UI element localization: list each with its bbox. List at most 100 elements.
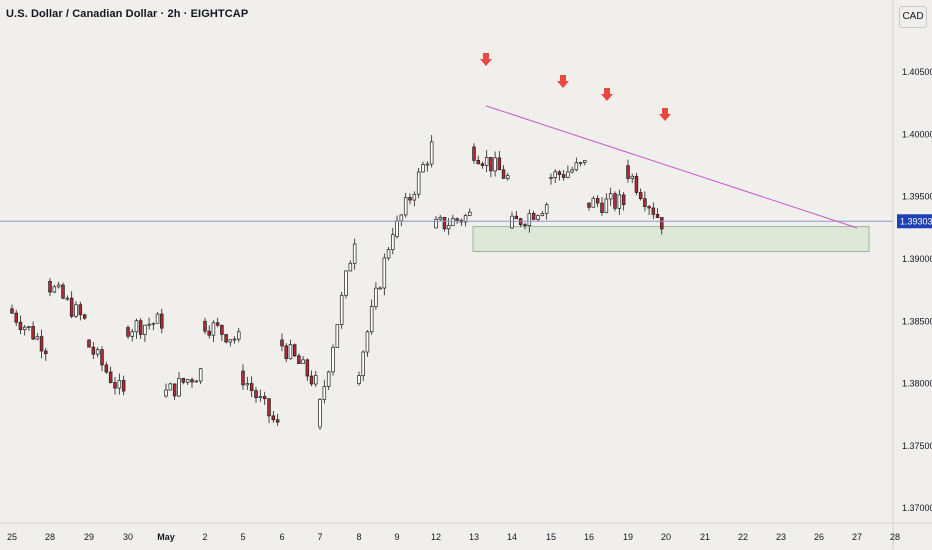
candle-up [117,380,122,389]
candle-up [318,399,322,428]
candle-down [647,206,651,209]
candle-down [660,217,664,230]
candle-up [438,217,442,220]
candle-up [357,375,361,384]
time-tick-label: 26 [814,532,824,542]
candle-down [267,398,271,417]
candle-up [134,320,139,333]
candle-down [472,146,476,161]
time-tick-label: 16 [584,532,594,542]
candle-down [600,202,604,213]
candle-down [309,375,314,385]
candle-up [604,198,609,213]
candle-up [258,396,263,399]
currency-button[interactable]: CAD [899,6,927,28]
candle-down [497,157,502,171]
candle-up [155,313,160,324]
candle-up [386,249,391,259]
candle-up [544,204,549,214]
candle-down [82,314,87,319]
candle-up [194,380,199,383]
candle-up [608,193,613,200]
candle-up [412,193,417,201]
candle-up [198,368,203,382]
price-tick-label: 1.37000 [902,503,932,513]
candle-up [391,234,395,250]
candle-down [249,383,254,391]
candle-up [536,215,540,220]
candle-down [203,320,207,332]
time-tick-label: 9 [394,532,399,542]
candle-up [361,351,365,376]
candle-down [634,175,639,193]
candle-up [378,287,382,290]
candle-down [480,163,485,166]
candle-down [172,383,177,397]
candle-up [339,294,344,325]
candle-down [531,213,536,220]
candle-down [108,371,113,383]
candle-down [126,327,130,337]
candle-up [463,215,468,223]
candle-down [626,165,630,179]
chart-title: U.S. Dollar / Canadian Dollar · 2h · EIG… [6,8,249,20]
candle-up [147,323,151,326]
candle-up [540,213,545,216]
candle-up [399,214,404,222]
time-tick-label: 28 [45,532,55,542]
time-tick-label: 13 [469,532,479,542]
candle-down [31,326,35,340]
candle-up [352,243,357,264]
candle-up [578,162,583,164]
candle-down [455,218,459,221]
candle-up [335,324,340,348]
candle-up [630,175,634,179]
down-arrow-icon [601,88,613,101]
candle-up [493,157,497,172]
candle-up [553,171,557,178]
candle-down [190,379,194,383]
candle-down [215,322,220,326]
descending-trendline[interactable] [485,105,858,229]
candle-down [408,197,412,201]
candle-up [314,375,318,385]
candle-down [48,281,52,293]
candle-down [280,339,284,347]
candle-up [56,284,61,288]
time-tick-label: 21 [700,532,710,542]
time-tick-label: 14 [507,532,517,542]
current-price-label: 1.39303 [900,216,932,226]
candle-up [65,297,70,300]
down-arrow-icon [480,53,492,66]
support-zone[interactable] [472,226,870,252]
candle-up [617,194,622,209]
candle-up [403,197,408,216]
down-arrow-icon [659,108,671,121]
candle-down [595,198,600,204]
candle-up [74,304,78,317]
candle-down [442,217,447,230]
candle-up [570,169,574,173]
candle-up [237,331,241,340]
candle-up [591,198,596,208]
candle-up [27,326,31,328]
candle-down [643,198,647,207]
candle-up [369,306,374,333]
price-tick-label: 1.40500 [902,67,932,77]
candle-up [566,171,570,178]
time-tick-label: 15 [546,532,556,542]
candle-up [228,339,233,343]
candle-up [429,141,434,165]
candle-up [425,163,430,166]
candle-up [468,211,472,216]
candle-down [262,396,267,400]
candle-down [18,321,23,331]
candle-down [78,304,83,316]
candle-up [22,326,27,331]
candle-up [95,349,100,355]
candle-up [365,331,370,353]
time-tick-label: 25 [7,532,17,542]
candle-up [395,220,399,237]
